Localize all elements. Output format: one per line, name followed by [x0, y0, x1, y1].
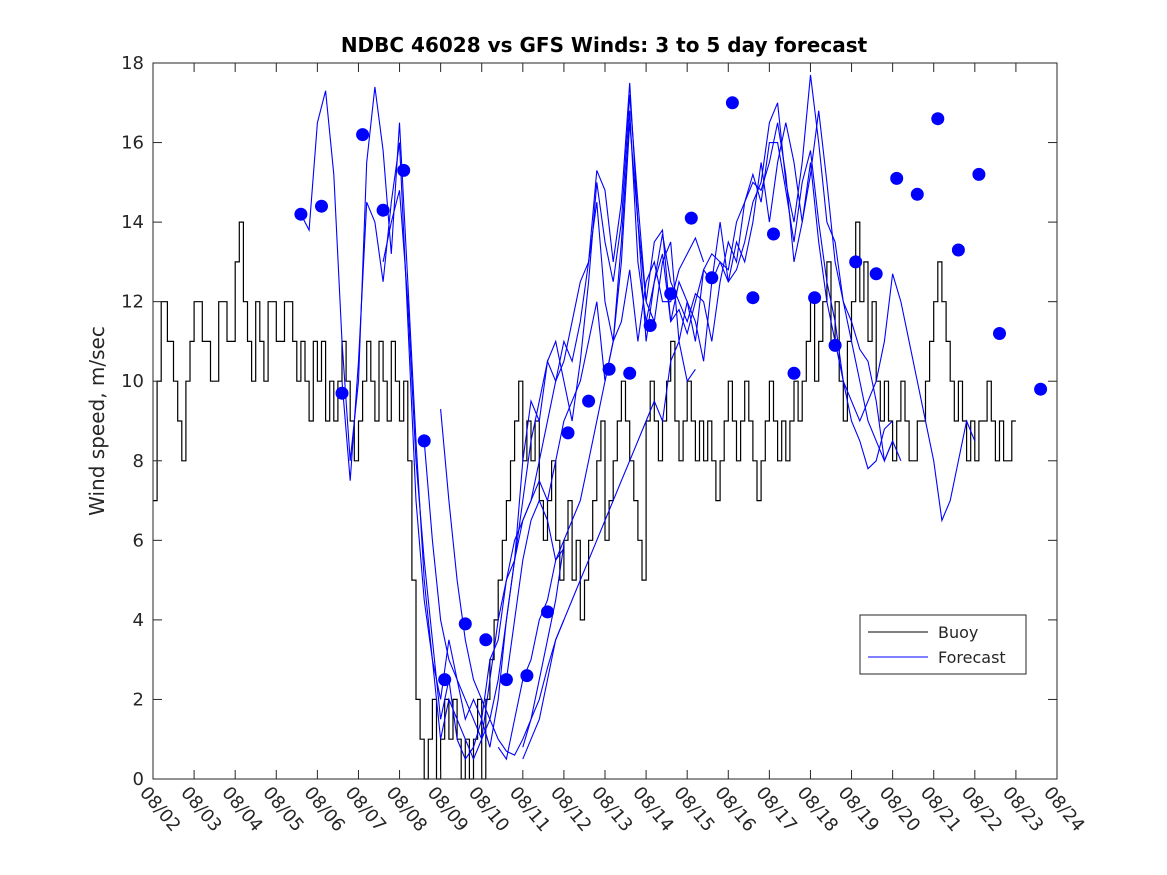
y-tick-label: 2: [133, 689, 144, 710]
forecast-marker: [376, 203, 390, 217]
y-tick-label: 14: [121, 212, 144, 233]
forecast-marker: [664, 287, 678, 301]
forecast-marker: [315, 199, 328, 213]
forecast-marker: [828, 338, 842, 352]
forecast-marker: [623, 366, 637, 380]
forecast-marker: [479, 633, 493, 647]
forecast-marker: [931, 112, 945, 126]
forecast-marker: [910, 187, 924, 201]
forecast-series-line-2: [341, 94, 894, 761]
forecast-series-line-6: [522, 339, 696, 760]
forecast-marker: [972, 167, 986, 181]
forecast-series-line-7: [440, 409, 565, 756]
forecast-marker: [890, 171, 904, 185]
buoy-series-line: [153, 221, 1016, 780]
forecast-marker: [869, 267, 883, 281]
y-tick-label: 8: [133, 451, 144, 472]
forecast-marker: [520, 669, 534, 683]
forecast-marker: [499, 673, 513, 687]
forecast-series-line-5: [505, 236, 705, 680]
forecast-marker: [438, 673, 452, 687]
forecast-marker: [725, 96, 739, 110]
chart-title: NDBC 46028 vs GFS Winds: 3 to 5 day fore…: [341, 33, 868, 57]
forecast-marker: [541, 605, 554, 619]
forecast-series-line-3: [382, 110, 893, 761]
forecast-marker: [1034, 382, 1048, 396]
forecast-marker: [397, 163, 411, 177]
y-tick-label: 10: [121, 371, 144, 392]
y-tick-label: 16: [121, 133, 144, 154]
forecast-marker: [582, 394, 596, 408]
forecast-marker: [417, 434, 431, 448]
forecast-marker: [705, 271, 719, 285]
forecast-marker: [335, 386, 349, 400]
forecast-marker: [602, 362, 616, 376]
forecast-marker: [458, 617, 472, 631]
y-tick-label: 6: [133, 530, 144, 551]
y-tick-label: 0: [133, 769, 144, 790]
legend-label-buoy: Buoy: [938, 623, 978, 642]
forecast-series-line-9: [522, 619, 565, 748]
forecast-marker: [746, 291, 760, 305]
y-tick-label: 18: [121, 53, 144, 74]
forecast-marker: [561, 426, 575, 440]
forecast-marker: [787, 366, 801, 380]
forecast-marker: [849, 255, 863, 269]
legend-label-forecast: Forecast: [938, 648, 1006, 667]
y-tick-label: 12: [121, 292, 144, 313]
forecast-series-line-4: [423, 122, 976, 741]
y-axis-label: Wind speed, m/sec: [85, 326, 109, 516]
forecast-series-line-1: [300, 74, 902, 748]
forecast-marker: [356, 128, 370, 142]
forecast-marker: [643, 319, 657, 332]
forecast-marker: [684, 211, 698, 225]
forecast-marker: [951, 243, 965, 257]
y-tick-label: 4: [133, 610, 144, 631]
forecast-marker: [808, 291, 822, 305]
forecast-marker: [294, 207, 308, 221]
forecast-series-line-8: [497, 547, 565, 761]
forecast-marker: [767, 227, 780, 241]
legend-box: [859, 614, 1027, 675]
legend: Buoy Forecast: [859, 614, 1027, 675]
forecast-marker: [993, 327, 1006, 340]
